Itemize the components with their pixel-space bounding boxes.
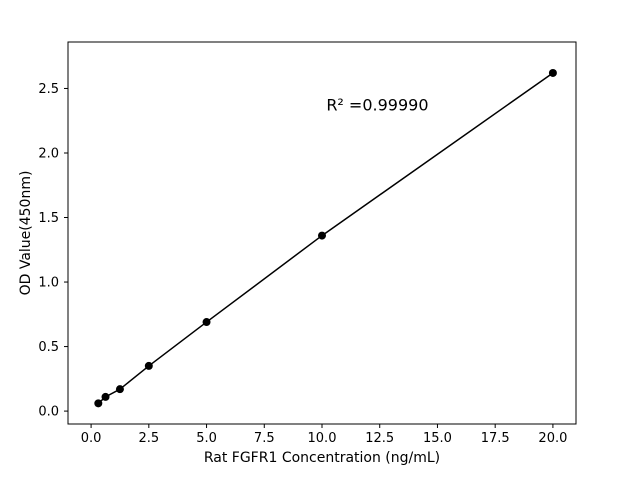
y-tick-label: 0.0 (38, 405, 59, 420)
y-tick-label: 1.0 (38, 276, 59, 291)
x-tick-label: 2.5 (138, 431, 159, 446)
x-tick-label: 12.5 (365, 431, 394, 446)
y-tick-label: 0.5 (38, 340, 59, 355)
x-tick-label: 7.5 (254, 431, 275, 446)
data-point (115, 385, 124, 394)
y-tick-label: 1.5 (38, 211, 59, 226)
data-point (318, 231, 326, 240)
x-tick-label: 10.0 (308, 431, 337, 446)
data-point (101, 392, 110, 401)
fit-line (97, 72, 554, 405)
data-point (202, 318, 211, 327)
x-tick-label: 17.5 (481, 431, 510, 446)
data-point (548, 68, 557, 77)
x-tick-label: 0.0 (81, 431, 102, 446)
x-tick-label: 15.0 (423, 431, 452, 446)
data-point (144, 361, 153, 370)
x-axis-label: Rat FGFR1 Concentration (ng/mL) (204, 450, 440, 466)
data-point (94, 399, 103, 408)
r-squared-annotation: R² =0.99990 (326, 95, 428, 114)
y-axis-label: OD Value(450nm) (18, 171, 34, 296)
y-tick-label: 2.0 (38, 146, 59, 161)
x-tick-label: 20.0 (538, 431, 567, 446)
y-tick-label: 2.5 (38, 82, 59, 97)
x-tick-label: 5.0 (196, 431, 217, 446)
